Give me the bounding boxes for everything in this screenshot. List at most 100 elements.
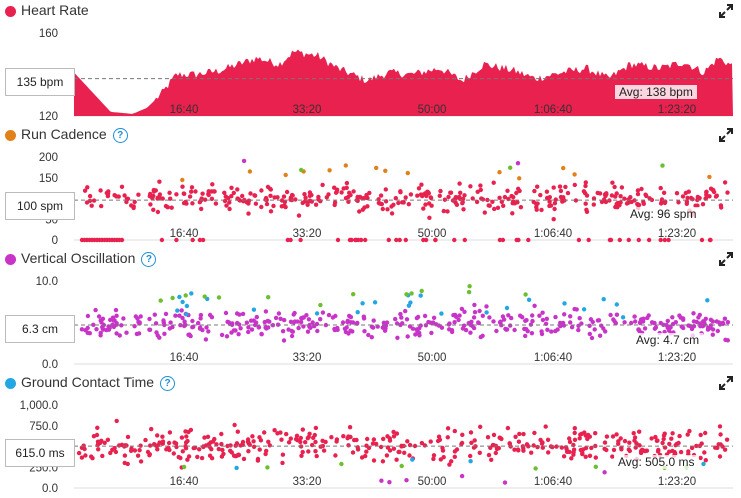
data-point (441, 455, 446, 460)
data-point (143, 437, 148, 443)
x-tick-label-overlay: 1:06:40 (534, 104, 572, 116)
data-point (276, 311, 282, 316)
data-point (490, 199, 495, 204)
data-point (540, 445, 545, 450)
data-point (247, 169, 253, 174)
data-point (568, 314, 573, 319)
expand-icon[interactable] (719, 252, 733, 266)
data-point (96, 314, 102, 319)
data-point (307, 322, 312, 328)
data-point (658, 237, 663, 243)
data-point (508, 323, 513, 328)
data-point (133, 314, 138, 319)
data-point (713, 445, 718, 450)
data-point (658, 201, 664, 206)
data-point (418, 293, 423, 298)
data-point (267, 186, 273, 191)
data-point (562, 301, 567, 306)
data-point (259, 204, 264, 210)
data-point (532, 188, 537, 194)
data-point (396, 449, 401, 455)
data-point (79, 455, 85, 460)
data-point (241, 456, 247, 462)
data-point (553, 328, 558, 334)
data-point (113, 307, 119, 313)
data-point (159, 237, 165, 243)
data-point (608, 237, 614, 243)
x-tick-label: 16:40 (170, 228, 199, 240)
heart-rate-header: Heart Rate (0, 0, 741, 22)
data-point (589, 445, 594, 451)
data-point (398, 190, 403, 195)
data-point (245, 437, 251, 442)
data-point (181, 464, 187, 470)
expand-icon[interactable] (719, 376, 733, 390)
data-point (611, 447, 617, 453)
data-point (189, 291, 194, 296)
data-point (680, 316, 686, 321)
help-icon[interactable]: ? (160, 376, 176, 391)
data-point (283, 172, 288, 178)
data-point (296, 213, 302, 218)
data-point (168, 320, 173, 325)
data-point (425, 189, 430, 194)
data-point (378, 193, 384, 198)
data-point (587, 331, 592, 337)
data-point (185, 457, 190, 462)
data-point (428, 195, 433, 200)
data-point (404, 317, 410, 322)
data-point (538, 437, 543, 443)
data-point (618, 436, 623, 441)
data-point (232, 422, 237, 428)
data-point (514, 190, 519, 196)
data-point (540, 310, 545, 315)
data-point (661, 190, 667, 195)
y-tick-label: 0.0 (42, 483, 58, 495)
data-point (472, 302, 477, 308)
data-point (117, 333, 123, 338)
data-point (91, 322, 96, 327)
vertical-oscillation-panel: Vertical Oscillation?10.05.00.016:4033:2… (0, 248, 741, 372)
data-point (122, 193, 127, 198)
data-point (477, 308, 482, 314)
data-point (163, 311, 169, 317)
data-point (119, 184, 125, 189)
data-point (114, 313, 119, 318)
help-icon[interactable]: ? (141, 252, 157, 267)
data-point (708, 323, 714, 328)
data-point (249, 327, 255, 332)
data-point (521, 446, 526, 451)
data-point (645, 315, 650, 321)
data-point (346, 199, 351, 204)
data-point (632, 435, 638, 440)
data-point (202, 294, 207, 299)
data-point (314, 453, 319, 459)
expand-icon[interactable] (719, 128, 733, 142)
data-point (489, 457, 494, 462)
data-point (639, 186, 644, 192)
data-point (235, 429, 240, 434)
data-point (404, 292, 409, 297)
expand-icon[interactable] (719, 4, 733, 18)
data-point (367, 190, 372, 196)
data-point (674, 191, 680, 196)
data-point (234, 465, 239, 471)
data-point (89, 203, 94, 208)
data-point (278, 316, 283, 321)
data-point (193, 189, 198, 194)
data-point (137, 448, 142, 453)
data-point (313, 202, 319, 207)
vertical-oscillation-title: Vertical Oscillation? (21, 250, 157, 267)
data-point (386, 237, 391, 243)
data-point (620, 315, 626, 320)
current-value-label: 135 bpm (5, 68, 75, 96)
ground-contact-time-title: Ground Contact Time? (21, 374, 176, 391)
help-icon[interactable]: ? (112, 128, 128, 143)
data-point (214, 442, 219, 447)
y-tick-label: 10.0 (36, 276, 58, 288)
data-point (171, 451, 176, 456)
data-point (170, 295, 175, 301)
data-point (289, 333, 295, 339)
data-point (231, 190, 236, 196)
data-point (435, 438, 441, 444)
